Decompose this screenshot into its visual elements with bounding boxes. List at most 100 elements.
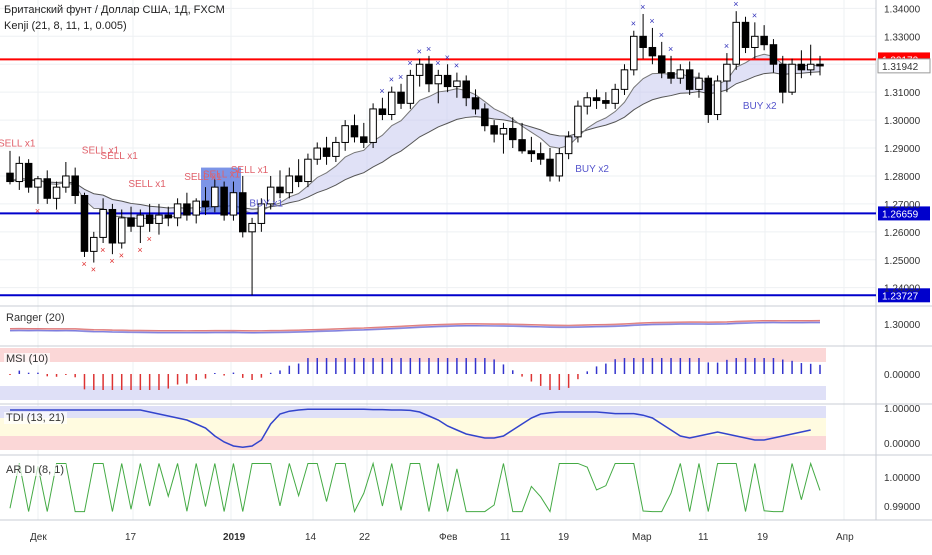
candle-body [332,141,340,157]
signal-label: BUY x2 [575,164,609,175]
candle-body [648,46,657,57]
ranger-line [9,320,821,332]
x-marker: × [100,245,105,255]
candle-body [723,63,731,82]
x-marker: × [724,41,729,51]
candle-body [136,214,145,227]
candle-body [704,77,713,116]
ranger-tick: 1.30000 [884,320,921,331]
candle-body [322,147,331,157]
tdi-band-top [0,406,826,418]
tdi-label: TDI (13, 21) [4,412,67,424]
candle-body [713,80,722,116]
candle-body [285,175,294,194]
x-marker: × [119,251,124,261]
candle-body [816,63,824,67]
ardi-label: AR DI (8, 1) [4,464,67,476]
signal-label: SELL x1 [82,146,120,157]
candle-body [732,21,740,65]
signal-label: SELL x1 [128,179,166,190]
candle-body [592,97,601,102]
ranger-label: Ranger (20) [4,312,67,324]
level-badge [878,288,930,303]
candle-body [415,63,424,76]
candle-body [341,125,349,143]
x-marker: × [137,245,142,255]
x-marker: × [81,259,86,269]
x-marker: × [91,265,96,275]
candle-body [741,21,750,48]
signal-label: SELL x1 [0,139,36,150]
price-tick: 1.34000 [884,4,921,15]
x-marker: × [649,16,654,26]
candle-body [248,222,256,233]
price-tick: 1.28000 [884,172,921,183]
candle-body [695,77,703,90]
candle-body [117,217,126,244]
signal-label: BUY x1 [249,199,283,210]
ardi-line [9,461,821,514]
candle-body [201,200,210,208]
x-marker: × [631,19,636,29]
ardi-tick: 1.00000 [884,473,921,484]
candle-body [564,136,573,155]
last-price-label: 1.31942 [882,62,919,73]
candle-body [350,125,359,138]
candle-body [471,97,480,110]
sub-panes: 1.30000 0.00000 1.00000 0.00000 1.00000 0.990… [0,319,921,514]
price-tick: 1.29000 [884,144,921,155]
candle-body [657,55,666,74]
tdi-band-mid [0,418,826,436]
x-marker: × [389,75,394,85]
candle-body [527,150,536,155]
time-tick: Апр [836,532,854,543]
ma-cloud [10,54,820,220]
candle-body [630,35,638,71]
candle-body [173,203,182,219]
candle-body [462,80,470,99]
x-marker: × [659,30,664,40]
x-marker: × [668,44,673,54]
candle-body [481,108,489,127]
x-marker: × [752,10,757,20]
candle-body [276,186,284,194]
candle-body [211,186,219,208]
candle-body [797,63,806,71]
msi-tick: 0.00000 [884,370,921,381]
candle-body [509,127,517,141]
price-tick: 1.25000 [884,256,921,267]
candle-body [90,236,98,252]
level-badge [878,206,930,221]
ranger-line [9,321,821,333]
x-marker: × [407,58,412,68]
candle-body [127,217,135,227]
time-tick: Дек [30,532,47,543]
time-tick: 11 [500,532,511,543]
candle-body [183,203,191,216]
candle-body [266,186,275,205]
price-tick: 1.33000 [884,32,921,43]
ma-slow-line [9,71,821,210]
tdi-tick: 1.00000 [884,404,921,415]
x-marker: × [445,52,450,62]
candle-body [24,162,33,188]
signal-label: SELL x1 [203,169,241,180]
candle-body [62,175,70,188]
candle-body [164,214,173,219]
last-price-badge [877,58,931,74]
candle-body [397,91,405,104]
msi-band-top [0,348,826,362]
candle-body [80,195,89,252]
candle-body [806,63,815,71]
candle-body [779,63,787,93]
candle-body [257,203,266,224]
candle-body [6,172,14,183]
candle-body [192,200,200,216]
candle-body [611,88,619,104]
candle-body [685,69,694,90]
signal-label: BUY x2 [743,101,777,112]
msi-label: MSI (10) [4,353,51,365]
